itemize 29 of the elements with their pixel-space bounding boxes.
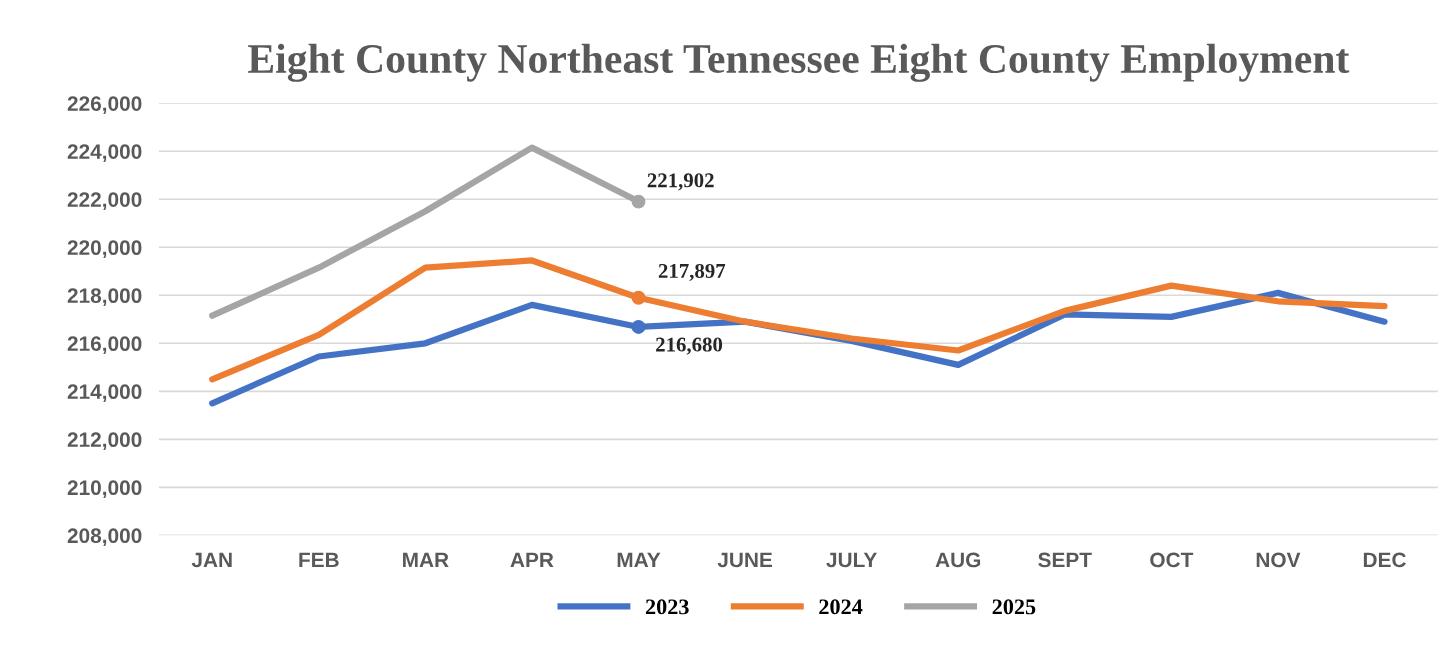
y-tick-label: 218,000 — [67, 288, 142, 307]
x-tick-label: NOV — [1256, 552, 1301, 568]
y-tick-label: 208,000 — [67, 528, 142, 547]
y-tick-label: 212,000 — [67, 432, 142, 451]
y-tick-label: 210,000 — [67, 480, 142, 499]
x-tick-label: OCT — [1150, 552, 1194, 568]
legend-label: 2023 — [645, 599, 689, 615]
x-tick-label: JAN — [191, 552, 232, 568]
y-tick-label: 226,000 — [67, 96, 142, 114]
x-tick-label: MAY — [617, 552, 661, 568]
x-tick-label: FEB — [299, 552, 339, 568]
x-tick-label: JULY — [826, 552, 877, 568]
x-tick-label: JUNE — [717, 552, 773, 568]
x-tick-label: APR — [510, 552, 554, 568]
y-tick-label: 222,000 — [67, 192, 142, 211]
x-tick-label: SEPT — [1038, 552, 1092, 568]
x-tick-label: AUG — [935, 552, 981, 568]
legend-label: 2025 — [992, 599, 1036, 615]
x-tick-label: MAR — [403, 552, 449, 568]
y-tick-label: 224,000 — [67, 144, 142, 162]
chart-title: Eight County Northeast Tennessee Eight County Employment — [248, 43, 1350, 82]
y-tick-label: 214,000 — [67, 384, 142, 403]
data-label: 221,902 — [647, 173, 714, 191]
data-label: 216,680 — [656, 337, 723, 355]
y-tick-label: 220,000 — [67, 240, 142, 259]
y-tick-label: 216,000 — [67, 336, 142, 355]
data-label: 217,897 — [658, 263, 726, 281]
legend-label: 2024 — [819, 599, 863, 615]
x-tick-label: DEC — [1363, 552, 1406, 568]
